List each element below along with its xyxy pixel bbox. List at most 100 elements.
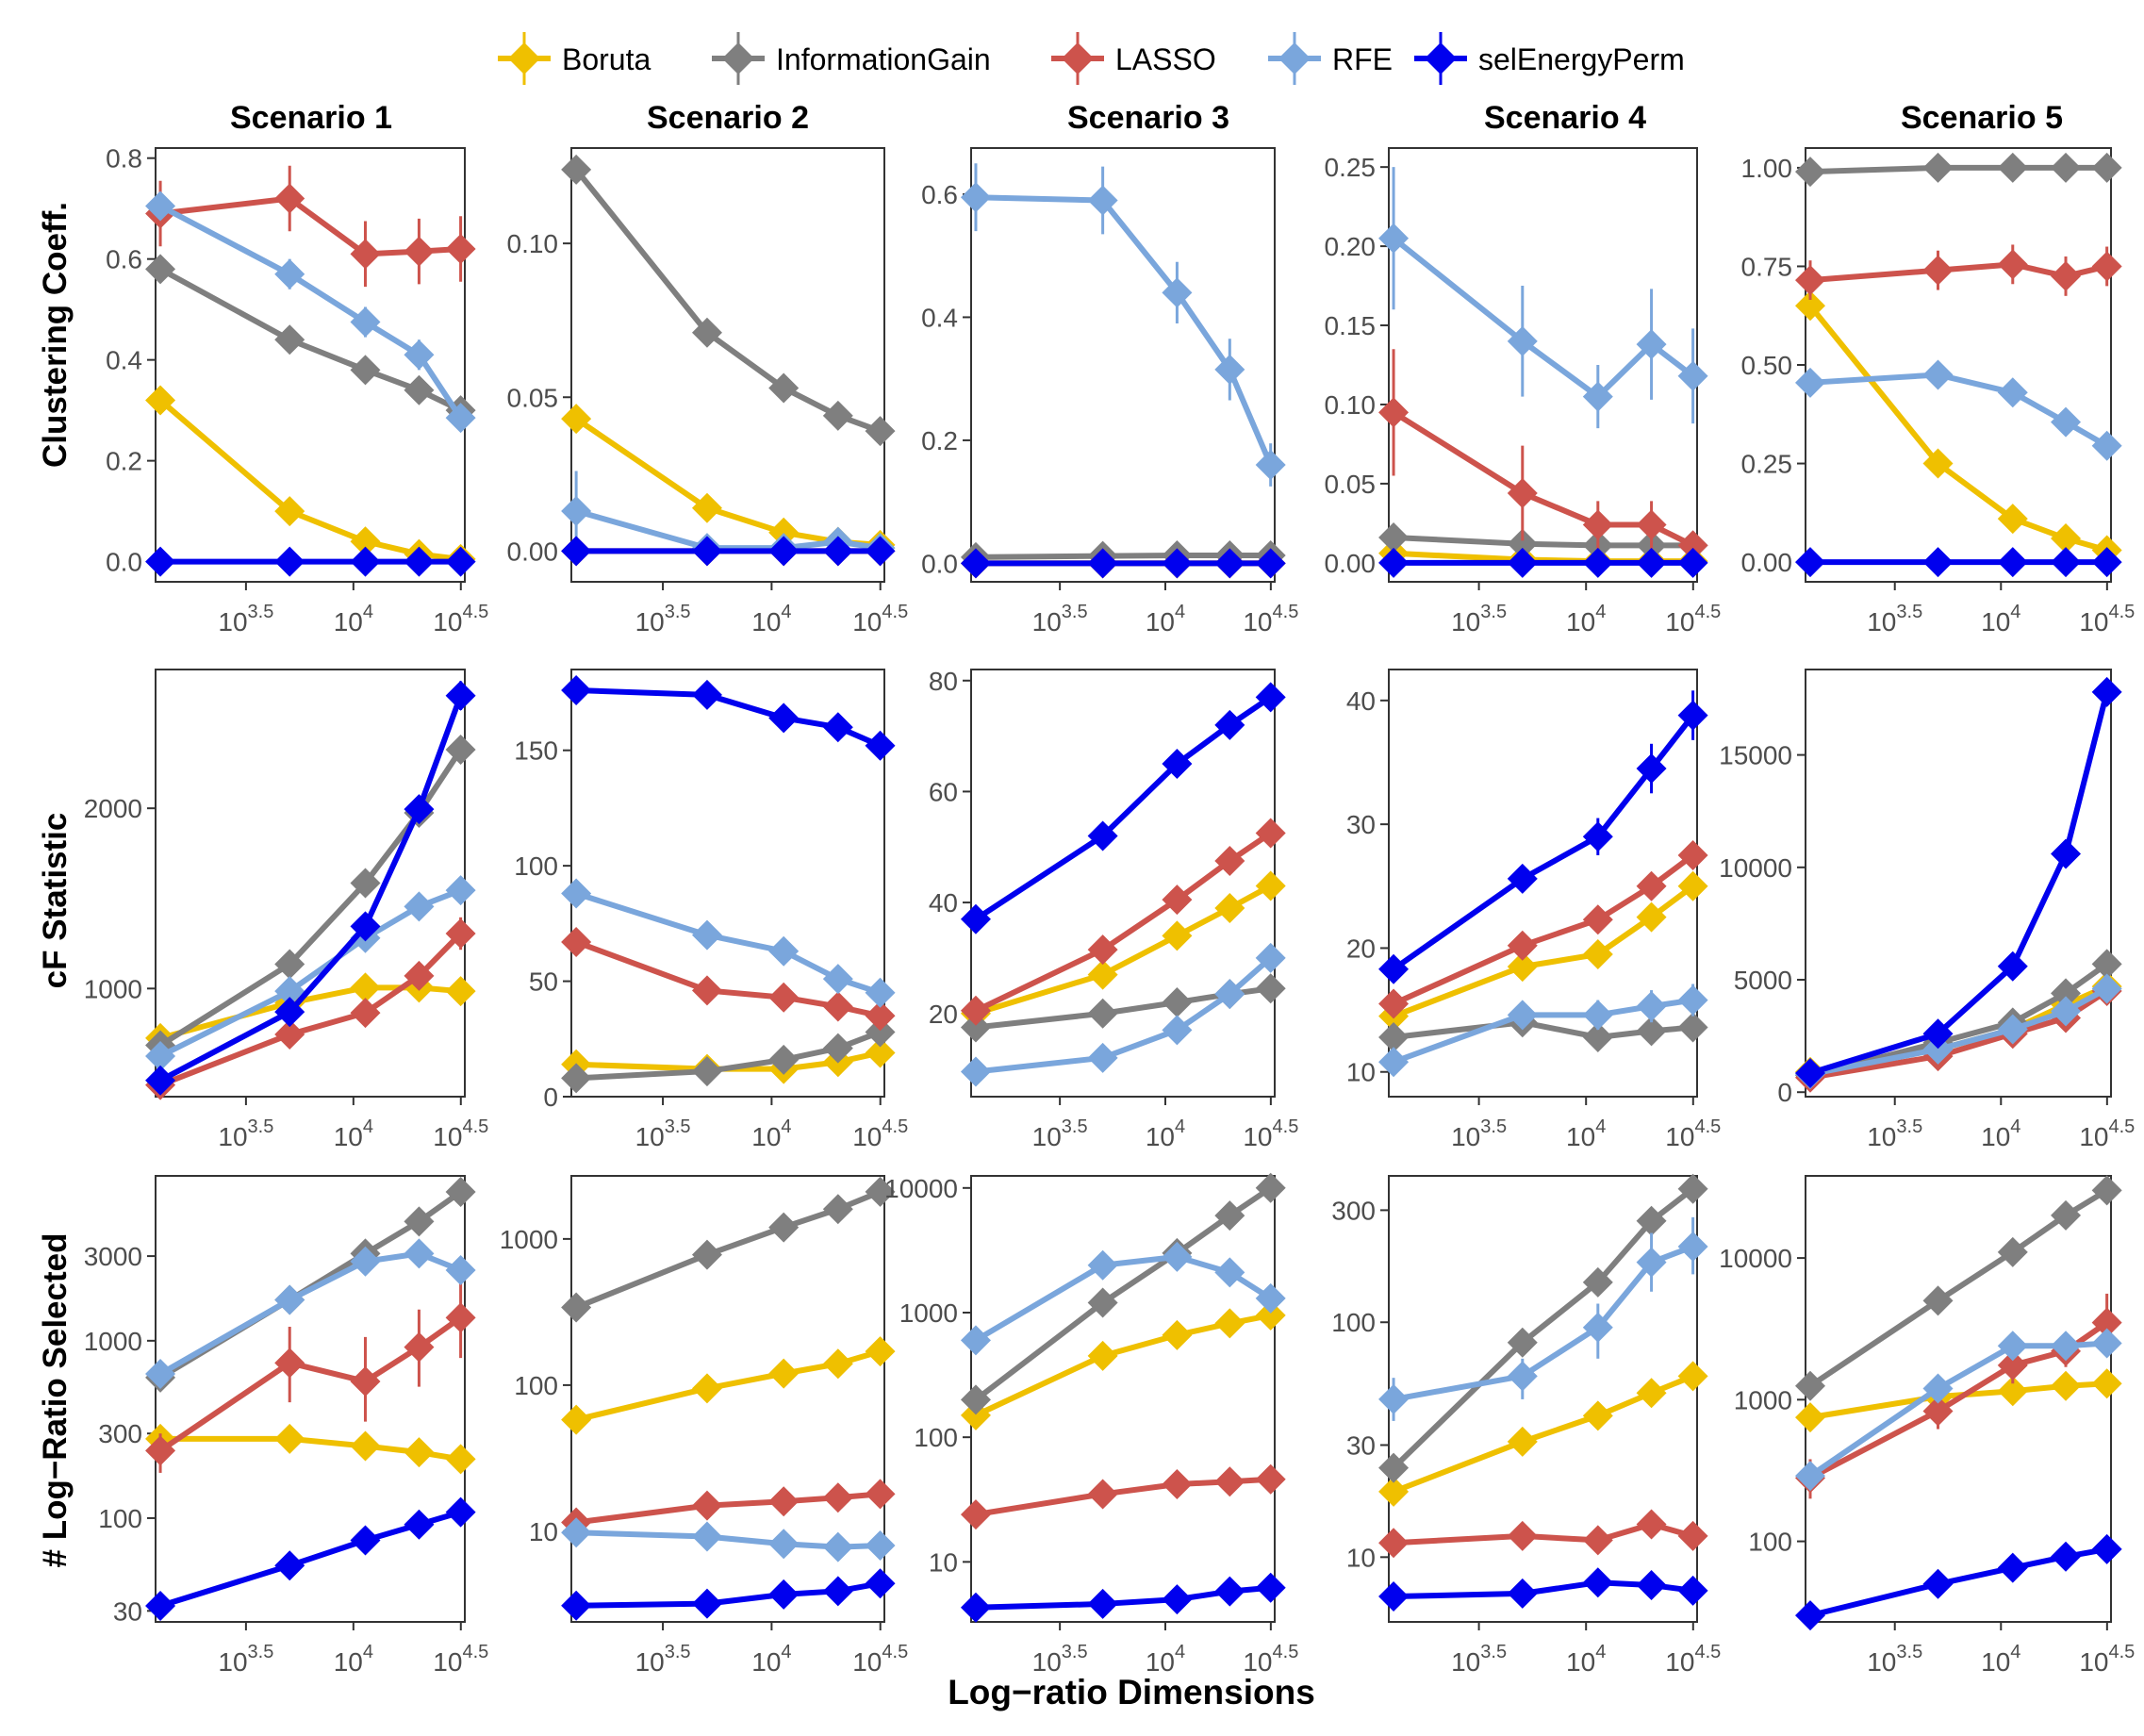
point-selenergyperm [1922,1568,1954,1599]
column-title-scenario-3: Scenario 3 [1067,100,1229,136]
series-selenergyperm [960,1572,1286,1623]
point-rfe [2091,973,2122,1004]
y-tick-label: 0.0 [106,548,142,577]
point-selenergyperm [1582,821,1613,852]
x-tick-label: 104.5 [433,602,488,637]
point-rfe [1378,1383,1410,1414]
point-rfe [1378,223,1410,254]
point-lasso [1922,1396,1954,1427]
point-rfe [404,891,435,922]
x-tick-label: 103.5 [1451,602,1507,637]
point-selenergyperm [1795,1057,1826,1088]
legend-marker-selenergyperm [1425,42,1457,74]
point-informationgain [960,1012,991,1043]
panel-frame [1805,669,2112,1098]
row-title-log-ratio-selected: # Log−Ratio Selected [37,1233,74,1568]
point-informationgain [865,1176,896,1207]
point-rfe [822,1531,853,1562]
point-boruta [691,1373,722,1404]
point-rfe [1677,984,1708,1016]
y-tick-label: 10 [1346,1058,1376,1087]
point-informationgain [1795,157,1826,188]
point-lasso [1378,1528,1410,1559]
y-tick-label: 0.2 [106,447,142,476]
y-tick-label: 0.2 [921,426,958,455]
series-boruta [1795,290,2122,566]
point-informationgain [274,949,305,980]
point-boruta [865,1336,896,1367]
point-lasso [1255,818,1286,849]
x-tick-label: 104.5 [1665,1642,1721,1677]
point-selenergyperm [865,536,896,567]
panel-r1-c5: 0.00 0.25 0.50 0.75 1.00 103.5 104 104.5 [1741,147,2135,637]
point-lasso [822,991,853,1022]
point-lasso [768,1486,800,1517]
point-boruta [2051,1370,2082,1401]
point-lasso [768,982,800,1013]
point-selenergyperm [145,1065,176,1096]
point-rfe [1582,381,1613,412]
point-boruta [1636,901,1667,933]
point-boruta [768,517,800,548]
y-tick-label: 150 [514,736,558,766]
x-tick-label: 104.5 [1243,1116,1298,1151]
point-lasso [691,975,722,1006]
point-selenergyperm [1636,753,1667,785]
point-boruta [2091,1368,2122,1399]
point-lasso [1378,397,1410,428]
point-boruta [145,385,176,416]
row-title-cf-statistic: cF Statistic [37,813,74,989]
point-selenergyperm [1677,700,1708,731]
point-selenergyperm [691,679,722,710]
point-informationgain [445,1177,476,1208]
point-rfe [1636,1247,1667,1278]
point-informationgain [1582,1266,1613,1298]
point-selenergyperm [350,546,381,577]
point-informationgain [822,400,853,431]
point-lasso [445,918,476,950]
point-informationgain [822,1033,853,1064]
series-selenergyperm [1378,547,1708,578]
series-line-rfe [1392,236,1695,400]
series-boruta [1378,1361,1708,1507]
point-lasso [350,239,381,270]
series-rfe [145,1238,476,1390]
point-selenergyperm [561,1590,592,1621]
point-selenergyperm [822,1576,853,1607]
point-informationgain [768,1044,800,1075]
point-boruta [1922,448,1954,479]
point-informationgain [445,735,476,766]
series-informationgain [960,973,1286,1043]
y-tick-label: 0.00 [507,537,559,566]
point-rfe [691,1521,722,1552]
y-tick-label: 20 [929,1000,958,1029]
y-tick-label: 0.6 [106,245,142,274]
point-boruta [1795,290,1826,322]
point-lasso [1214,845,1245,876]
series-selenergyperm [561,536,896,567]
series-informationgain [145,254,476,426]
y-tick-label: 0 [1777,1078,1792,1107]
point-boruta [1677,870,1708,901]
point-rfe [1677,1231,1708,1262]
series-line-boruta [158,398,461,562]
x-tick-label: 104.5 [1243,1642,1298,1677]
point-rfe [1087,185,1118,216]
point-boruta [1997,1376,2028,1407]
point-boruta [1214,892,1245,923]
point-rfe [445,1254,476,1285]
legend-item-lasso: LASSO [1051,32,1216,85]
series-lasso [561,926,896,1032]
point-boruta [1795,1402,1826,1433]
point-selenergyperm [145,546,176,577]
point-rfe [1162,1015,1193,1046]
y-tick-label: 30 [1346,1430,1376,1460]
point-rfe [445,875,476,906]
row-title-clustering-coeff: Clustering Coeff. [37,202,74,468]
series-lasso [1378,349,1708,561]
point-rfe [145,1040,176,1071]
point-boruta [561,404,592,435]
series-informationgain [561,1017,896,1094]
y-tick-label: 30 [113,1596,142,1626]
point-selenergyperm [1795,547,1826,578]
